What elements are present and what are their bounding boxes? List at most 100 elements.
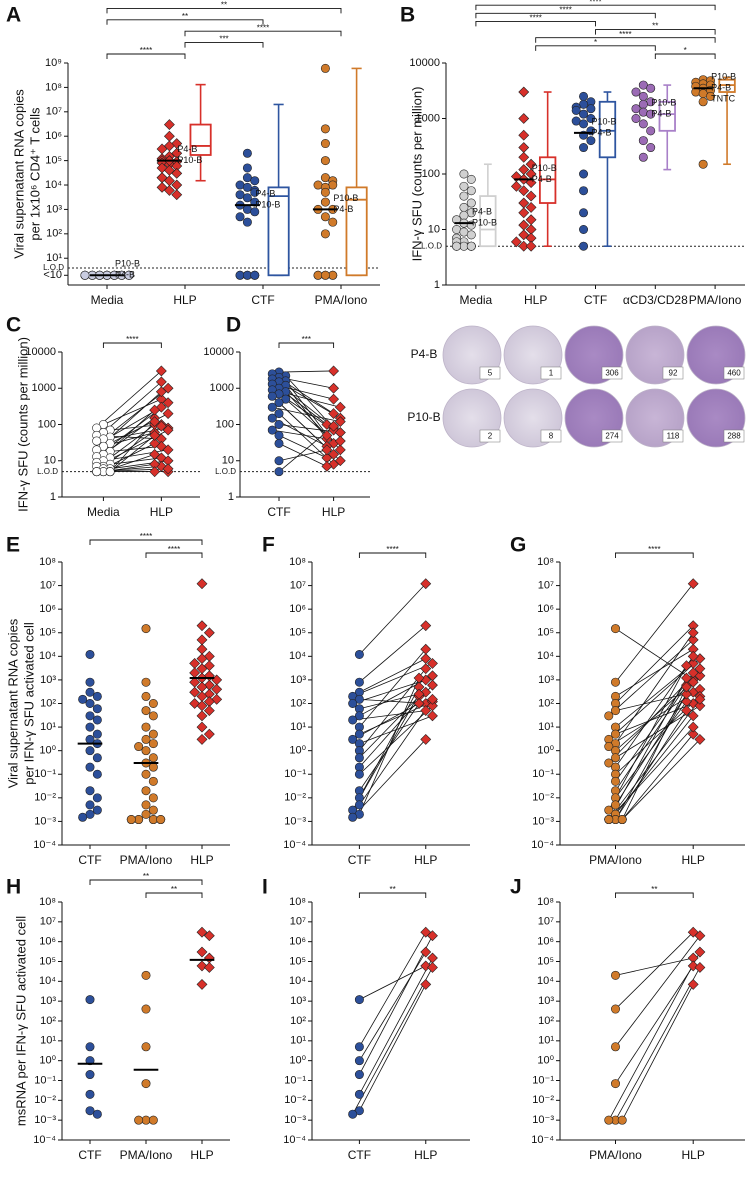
y-tick-label: 10⁷ — [290, 916, 306, 928]
data-point — [162, 397, 174, 409]
pair-line — [608, 951, 701, 1121]
data-point — [320, 212, 330, 222]
panel-label: B — [400, 4, 415, 27]
x-tick-label: Media — [87, 505, 120, 519]
y-tick-label: 10⁻¹ — [34, 1074, 56, 1086]
significance-label: **** — [168, 545, 180, 554]
data-point — [328, 382, 340, 394]
data-point — [141, 624, 151, 634]
y-tick-label: 10000 — [409, 57, 440, 69]
pair-line — [359, 932, 427, 1048]
pair-line — [615, 625, 694, 704]
x-tick-label: HLP — [682, 853, 705, 867]
significance-label: * — [594, 38, 597, 47]
data-point — [171, 189, 183, 201]
y-tick-label: 10⁻¹ — [532, 768, 554, 780]
y-tick-label: 10⁶ — [289, 603, 306, 615]
pair-line — [615, 703, 694, 735]
data-point — [694, 962, 706, 973]
data-point — [466, 241, 476, 251]
y-tick-label: 10⁰ — [537, 1055, 554, 1067]
data-point — [610, 970, 620, 980]
data-point — [518, 142, 530, 153]
y-tick-label: 10⁹ — [45, 57, 62, 69]
data-point — [267, 402, 277, 412]
data-point — [681, 681, 692, 693]
data-point — [85, 687, 95, 697]
data-point — [156, 815, 166, 825]
pair-line — [608, 677, 687, 820]
data-point — [518, 113, 530, 124]
data-point — [328, 217, 338, 227]
data-point — [586, 136, 596, 146]
y-axis-label: IFN-γ SFU (counts per million) — [409, 87, 424, 262]
data-point — [525, 240, 537, 252]
data-point — [694, 663, 706, 675]
data-point — [163, 185, 175, 196]
data-point — [242, 193, 252, 203]
pair-line — [359, 675, 433, 717]
pair-line — [621, 984, 694, 1121]
pair-line — [359, 658, 426, 693]
data-point — [321, 429, 333, 441]
well-count: 460 — [727, 369, 741, 378]
data-point — [334, 435, 346, 447]
data-point — [196, 926, 208, 938]
panel-label: A — [6, 4, 21, 27]
pair-line — [615, 628, 694, 681]
data-point — [149, 416, 161, 428]
annotation: P10-B — [255, 200, 280, 210]
data-point — [141, 722, 151, 732]
annotation: P4-B — [532, 174, 552, 184]
data-point — [646, 143, 656, 153]
y-tick-label: 100 — [422, 168, 440, 180]
data-point — [155, 365, 167, 377]
data-point — [427, 952, 438, 964]
data-point — [586, 104, 596, 114]
well-count: 92 — [669, 369, 678, 378]
data-point — [466, 230, 476, 240]
pair-line — [615, 672, 694, 782]
row-label: P4-B — [411, 347, 438, 361]
count-box — [601, 429, 623, 443]
data-point — [203, 930, 215, 942]
data-point — [631, 104, 641, 114]
x-tick-label: PMA/Iono — [689, 293, 742, 307]
data-point — [78, 812, 88, 822]
annotation: P10-B — [592, 116, 617, 126]
y-tick-label: 10³ — [40, 995, 56, 1007]
y-tick-label: 10⁻¹ — [284, 1074, 306, 1086]
y-tick-label: 1 — [434, 279, 440, 291]
significance-label: **** — [529, 14, 541, 23]
data-point — [579, 169, 589, 179]
y-tick-label: 10⁰ — [289, 1055, 306, 1067]
data-point — [196, 578, 208, 590]
x-tick-label: Media — [91, 293, 124, 307]
significance-bracket — [615, 552, 694, 558]
y-axis-label: per IFN-γ SFU activated cell — [21, 622, 36, 785]
y-tick-label: 10⁸ — [289, 556, 306, 568]
x-tick-label: PMA/Iono — [589, 1148, 642, 1162]
pair-line — [103, 381, 162, 433]
x-tick-label: CTF — [251, 293, 274, 307]
significance-bracket — [184, 30, 342, 37]
data-point — [149, 429, 161, 441]
y-tick-label: 10000 — [203, 346, 234, 358]
significance-label: ** — [143, 872, 149, 881]
significance-label: *** — [219, 35, 228, 44]
y-tick-label: 10³ — [538, 995, 554, 1007]
data-point — [427, 700, 438, 712]
pair-line — [615, 583, 694, 683]
data-point — [518, 240, 530, 252]
data-point — [604, 1115, 614, 1125]
data-point — [518, 229, 530, 241]
y-tick-label: 10⁰ — [39, 745, 56, 757]
annotation: P4-B — [472, 207, 492, 217]
data-point — [681, 705, 692, 717]
data-point — [92, 793, 102, 803]
pair-line — [615, 957, 694, 976]
data-point — [162, 463, 174, 475]
x-tick-label: PMA/Iono — [120, 853, 173, 867]
data-point — [525, 201, 537, 213]
